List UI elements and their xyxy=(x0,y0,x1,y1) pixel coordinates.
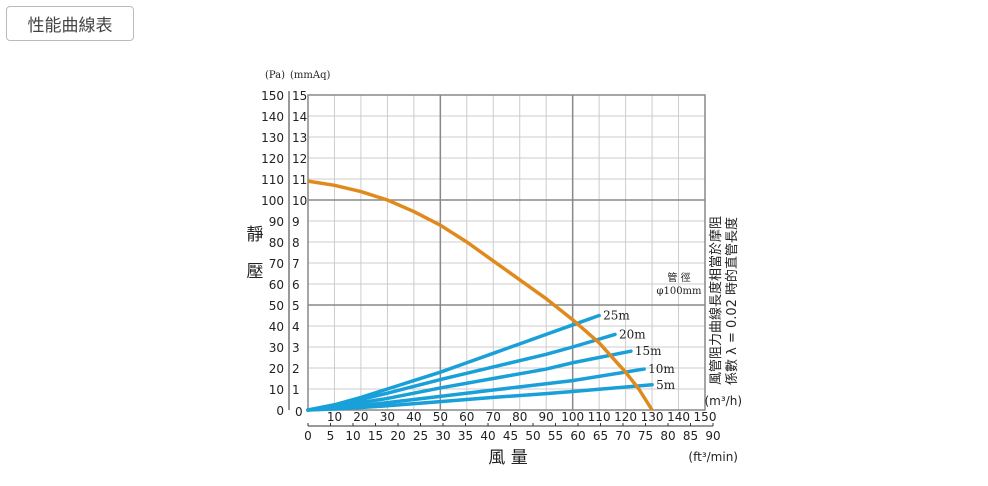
pipe-label: 管 徑 xyxy=(667,271,690,284)
x2-tick: 55 xyxy=(548,429,563,443)
x-tick: 10 xyxy=(327,410,342,424)
x2-tick: 60 xyxy=(570,429,585,443)
x2-tick: 15 xyxy=(368,429,383,443)
y-tick-pa: 80 xyxy=(269,236,284,250)
x2-tick: 25 xyxy=(413,429,428,443)
y-tick-mmaq: 14 xyxy=(292,110,307,124)
x-tick: 70 xyxy=(486,410,501,424)
x-tick: 120 xyxy=(614,410,637,424)
x2-tick: 75 xyxy=(638,429,653,443)
y-tick-mmaq: 8 xyxy=(292,236,300,250)
side-note: 係數 λ = 0.02 時的直管長度 xyxy=(724,217,740,385)
plot-frame xyxy=(307,94,706,411)
fan-curve xyxy=(307,179,654,411)
y-tick-mmaq: 5 xyxy=(292,299,300,313)
y-tick-pa: 140 xyxy=(261,110,284,124)
x2-tick: 20 xyxy=(390,429,405,443)
duct-label: 20m xyxy=(619,327,646,341)
y-tick-pa: 30 xyxy=(269,341,284,355)
y-tick-pa: 110 xyxy=(261,173,284,187)
x2-tick: 50 xyxy=(525,429,540,443)
x2-tick: 35 xyxy=(458,429,473,443)
x-tick: 20 xyxy=(353,410,368,424)
x-tick: 130 xyxy=(641,410,664,424)
x2-tick: 65 xyxy=(593,429,608,443)
y-tick-mmaq: 12 xyxy=(292,152,307,166)
y-unit-mmaq: (mmAq) xyxy=(290,70,330,81)
y-tick-mmaq: 6 xyxy=(292,278,300,292)
x-tick: 60 xyxy=(459,410,474,424)
x2-tick: 10 xyxy=(345,429,360,443)
y-tick-mmaq: 10 xyxy=(292,194,307,208)
y-tick-pa: 130 xyxy=(261,131,284,145)
y-tick-mmaq: 13 xyxy=(292,131,307,145)
y-tick-pa: 100 xyxy=(261,194,284,208)
x-tick: 90 xyxy=(539,410,554,424)
x2-tick: 40 xyxy=(480,429,495,443)
x-tick: 30 xyxy=(380,410,395,424)
x2-tick: 85 xyxy=(683,429,698,443)
performance-curve-button[interactable]: 性能曲線表 xyxy=(6,6,134,41)
y-tick-mmaq: 1 xyxy=(292,383,300,397)
y-tick-mmaq: 2 xyxy=(292,362,300,376)
duct-label: 10m xyxy=(648,362,675,376)
y-tick-mmaq: 3 xyxy=(292,341,300,355)
y-tick-pa: 90 xyxy=(269,215,284,229)
y-tick-pa: 40 xyxy=(269,320,284,334)
x-tick: 100 xyxy=(561,410,584,424)
x-tick: 110 xyxy=(588,410,611,424)
x2-tick: 5 xyxy=(327,429,335,443)
y-tick-mmaq: 11 xyxy=(292,173,307,187)
y-tick-pa: 60 xyxy=(269,278,284,292)
y-tick-pa: 70 xyxy=(269,257,284,271)
y-tick-mmaq: 15 xyxy=(292,89,307,103)
x-tick: 50 xyxy=(433,410,448,424)
x-unit-primary: (m³/h) xyxy=(704,394,742,408)
y-tick-mmaq: 7 xyxy=(292,257,300,271)
duct-line-25m xyxy=(306,313,601,412)
x-tick: 140 xyxy=(667,410,690,424)
y-tick-pa: 0 xyxy=(276,404,284,418)
x-tick: 80 xyxy=(512,410,527,424)
x2-tick: 0 xyxy=(304,429,312,443)
duct-label: 25m xyxy=(603,309,630,323)
duct-label: 15m xyxy=(635,344,662,358)
x2-tick: 45 xyxy=(503,429,518,443)
x2-tick: 70 xyxy=(615,429,630,443)
x-label: 風 量 xyxy=(488,448,527,468)
y-tick-pa: 10 xyxy=(269,383,284,397)
y-tick-pa: 150 xyxy=(261,89,284,103)
y-label: 靜 xyxy=(247,225,264,245)
y-tick-pa: 120 xyxy=(261,152,284,166)
y-tick-pa: 50 xyxy=(269,299,284,313)
y-unit-pa: (Pa) xyxy=(265,70,285,81)
side-note: 風管阻力曲線長度相當於摩阻 xyxy=(708,216,724,385)
x2-tick: 80 xyxy=(660,429,675,443)
x-tick: 150 xyxy=(694,410,717,424)
y-tick-mmaq: 9 xyxy=(292,215,300,229)
x2-tick: 30 xyxy=(435,429,450,443)
y-tick-mmaq: 4 xyxy=(292,320,300,334)
duct-line-15m xyxy=(306,349,633,412)
y-label: 壓 xyxy=(247,262,264,282)
x2-tick: 90 xyxy=(705,429,720,443)
x-unit-secondary: (ft³/min) xyxy=(688,450,738,464)
x-tick: 40 xyxy=(406,410,421,424)
pipe-diameter: φ100mm xyxy=(656,286,702,297)
duct-label: 5m xyxy=(656,378,676,392)
duct-line-5m xyxy=(306,383,654,412)
y-tick-pa: 20 xyxy=(269,362,284,376)
y-tick-mmaq-zero: 0 xyxy=(295,405,303,419)
